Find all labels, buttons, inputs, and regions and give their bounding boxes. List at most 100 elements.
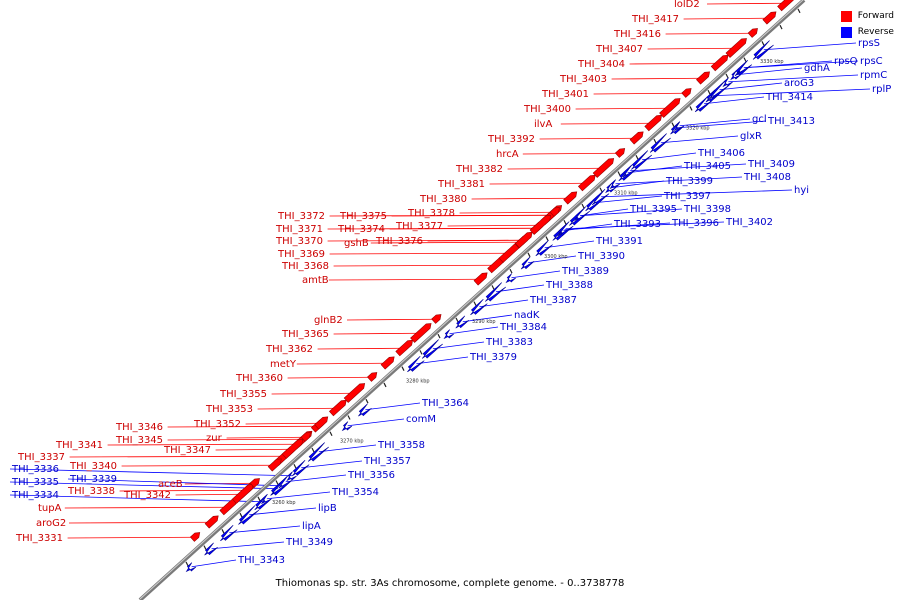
forward-gene-arrow-thi-3382 xyxy=(592,158,615,178)
backbone-mark xyxy=(239,512,243,518)
forward-gene-connector-amtb xyxy=(328,278,481,281)
reverse-gene-label-thi-3358: THI_3358 xyxy=(377,440,425,451)
forward-gene-connector-thi-3340 xyxy=(121,464,275,467)
scale-ticks: 3260 kbp 3270 kbp 3280 kbp 3290 kbp 3300 kbp… xyxy=(185,8,801,567)
forward-gene-arrow-thi-3407 xyxy=(725,38,747,58)
forward-gene-arrow-thi-3400 xyxy=(659,98,681,118)
reverse-gene-connector-thi-3395 xyxy=(580,208,629,217)
reverse-gene-connector-thi-3334 xyxy=(9,494,264,503)
backbone-mark xyxy=(437,333,441,339)
forward-gene-label-zur: zur xyxy=(206,433,223,444)
forward-gene-connector-thi-3404 xyxy=(629,62,720,65)
forward-gene-arrow-thi-3355 xyxy=(343,383,366,403)
reverse-gene-arrow-rpmc xyxy=(722,77,733,88)
forward-gene-connector-thi-3375 xyxy=(391,214,551,217)
backbone-mark xyxy=(419,350,423,355)
forward-gene-connector-glnb2 xyxy=(346,318,436,321)
reverse-gene-connector-thi-3349 xyxy=(211,541,285,550)
scale-tick-label: 3300 kbp xyxy=(544,254,568,260)
reverse-gene-connector-hyi xyxy=(601,189,793,198)
reverse-gene-arrow-thi-3358 xyxy=(307,442,329,462)
forward-gene-arrow-amtb xyxy=(473,272,488,286)
reverse-gene-arrow-thi-3389 xyxy=(505,273,516,284)
legend: Forward Reverse xyxy=(840,8,894,40)
reverse-gene-arrow-thi-3356 xyxy=(278,475,293,489)
reverse-gene-arrow-thi-3399 xyxy=(605,183,616,194)
reverse-gene-label-arog3: aroG3 xyxy=(784,78,814,89)
forward-gene-connector-thi-3341 xyxy=(107,443,298,446)
legend-reverse-label: Reverse xyxy=(857,27,894,37)
forward-gene-connector-thi-3331 xyxy=(67,536,195,539)
reverse-gene-label-hyi: hyi xyxy=(794,185,809,196)
reverse-gene-label-thi-3389: THI_3389 xyxy=(561,266,609,277)
forward-gene-label-thi-3392: THI_3392 xyxy=(487,134,535,145)
forward-gene-connector-thi-3360 xyxy=(287,376,372,379)
forward-gene-label-hrca: hrcA xyxy=(496,149,519,160)
reverse-gene-label-thi-3364: THI_3364 xyxy=(421,398,469,409)
reverse-gene-connector-rpss xyxy=(763,42,857,51)
forward-gene-connector-thi-3338 xyxy=(119,489,247,492)
backbone-mark xyxy=(599,187,603,193)
reverse-gene-connector-thi-3398 xyxy=(580,208,683,217)
forward-gene-connector-thi-3369 xyxy=(329,252,509,255)
scale-tick-label: 3330 kbp xyxy=(760,59,784,65)
reverse-gene-label-thi-3413: THI_3413 xyxy=(767,116,815,127)
forward-gene-connector-thi-3346 xyxy=(167,425,318,428)
forward-gene-label-thi-3375: THI_3375 xyxy=(339,211,387,222)
forward-gene-label-thi-3331: THI_3331 xyxy=(15,533,63,544)
forward-gene-connector-zur xyxy=(226,436,306,439)
forward-gene-connector-thi-3353 xyxy=(257,407,338,410)
reverse-gene-connector-thi-3364 xyxy=(365,402,421,411)
forward-gene-label-thi-3404: THI_3404 xyxy=(577,59,625,70)
forward-gene-arrow-thi-3376 xyxy=(514,231,533,249)
forward-gene-connector-thi-3377 xyxy=(447,224,540,227)
forward-gene-arrow-thi-3401 xyxy=(681,88,692,98)
legend-forward: Forward xyxy=(840,8,894,24)
reverse-gene-connector-thi-3339 xyxy=(67,478,282,487)
reverse-gene-arrow-thi-3391 xyxy=(535,239,553,257)
reverse-gene-connector-rplp xyxy=(712,88,871,97)
forward-gene-arrow-thi-3403 xyxy=(696,71,710,85)
reverse-gene-label-rplp: rplP xyxy=(872,84,891,95)
reverse-gene-connector-gdha xyxy=(736,67,803,76)
backbone-mark xyxy=(365,398,369,404)
reverse-gene-arrow-hyi xyxy=(591,188,610,206)
forward-gene-label-tupa: tupA xyxy=(38,503,62,514)
forward-gene-label-thi-3372: THI_3372 xyxy=(277,211,325,222)
reverse-gene-label-thi-3409: THI_3409 xyxy=(747,159,795,170)
reverse-gene-arrow-thi-3336 xyxy=(286,471,297,482)
forward-gene-connector-thi-3416 xyxy=(665,32,753,35)
forward-gene-connector-thi-3376 xyxy=(427,239,524,242)
reverse-gene-label-rpss: rpsS xyxy=(858,38,880,49)
forward-gene-label-ilva: ilvA xyxy=(534,119,552,130)
backbone-mark xyxy=(797,8,801,14)
forward-gene-connector-thi-3347 xyxy=(215,448,292,451)
legend-forward-label: Forward xyxy=(857,11,894,21)
forward-gene-arrow-thi-3360 xyxy=(367,372,378,382)
backbone-mark xyxy=(527,252,531,258)
reverse-gene-label-thi-3402: THI_3402 xyxy=(725,217,773,228)
reverse-gene-connector-thi-3383 xyxy=(432,341,485,350)
backbone-mark xyxy=(383,382,387,388)
forward-gene-arrow-thi-3352 xyxy=(314,416,329,430)
reverse-gene-connector-gcl xyxy=(679,118,751,127)
reverse-gene-label-rpsc: rpsC xyxy=(860,56,883,67)
forward-gene-arrow-thi-3340 xyxy=(267,458,282,472)
reverse-gene-arrow-thi-3390 xyxy=(520,256,535,270)
forward-gene-label-thi-3345: THI_3345 xyxy=(115,435,163,446)
reverse-gene-label-lipb: lipB xyxy=(318,503,337,514)
reverse-gene-arrow-thi-3402 xyxy=(558,222,572,236)
legend-reverse-swatch xyxy=(840,26,852,38)
forward-gene-arrow-arog2 xyxy=(204,515,219,529)
forward-gene-label-thi-3369: THI_3369 xyxy=(277,249,325,260)
scale-tick-label: 3260 kbp xyxy=(272,500,296,506)
reverse-gene-arrow-thi-3357 xyxy=(292,459,310,477)
forward-gene-connector-thi-3355 xyxy=(271,392,354,395)
reverse-gene-arrow-thi-3364 xyxy=(358,403,372,417)
legend-reverse: Reverse xyxy=(840,24,894,40)
backbone-mark xyxy=(509,268,513,274)
forward-gene-connector-thi-3401 xyxy=(593,92,686,95)
reverse-gene-label-thi-3335: THI_3335 xyxy=(11,477,59,488)
forward-gene-arrow-thi-3378 xyxy=(549,207,560,217)
